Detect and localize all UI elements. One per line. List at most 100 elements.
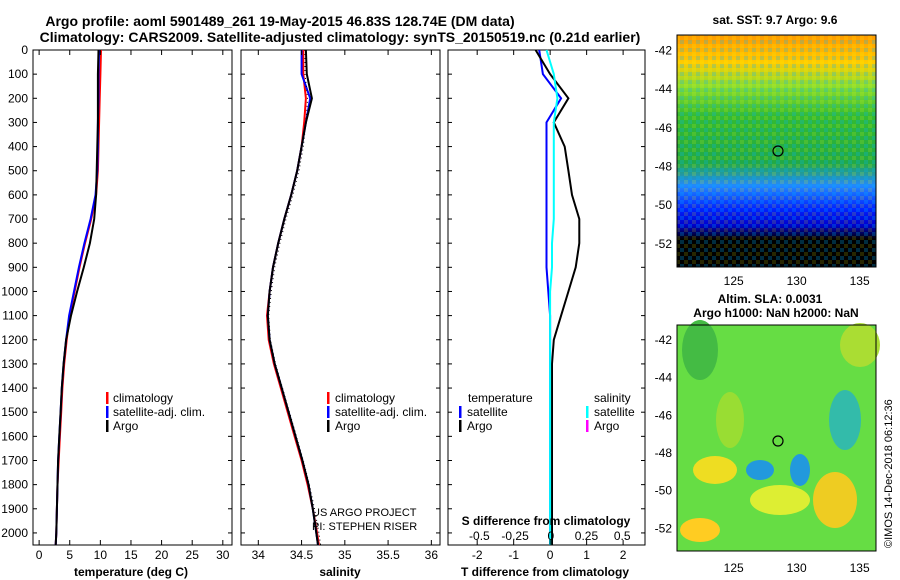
legend-label-t-argo: Argo [467,419,493,433]
legend-swatch-t-argo [459,420,462,432]
depth-tick-label: 1100 [2,309,28,323]
lon-tick-label: 135 [850,561,870,575]
legend-label-climatology: climatology [335,391,395,405]
x-tick-label: 0 [36,548,43,562]
legend-swatch-s-argo [586,420,589,432]
title-line-1: Argo profile: aoml 5901489_261 19-May-20… [45,13,514,29]
salinity-axis-label: salinity [319,565,361,579]
x-tick-label: 15 [124,548,138,562]
argo-position-marker [772,435,784,447]
series-line-argo [54,49,100,546]
x-tick-label: 30 [216,548,230,562]
sla-map-subtitle: Argo h1000: NaN h2000: NaN [693,306,858,320]
depth-tick-label: 800 [8,236,28,250]
depth-tick-label: 1800 [1,478,28,492]
t-difference-x-ticks: -2 -1 0 1 2 [472,50,627,562]
series-line-satellite-adj-clim- [54,49,101,546]
series-line-reference-dotted [268,50,322,546]
t-difference-axis-label: T difference from climatology [461,565,629,579]
sst-lon-ticks: 125 130 135 [724,274,870,288]
legend-label-satellite: satellite-adj. clim. [113,405,205,419]
temperature-axis-label: temperature (deg C) [74,565,188,579]
x-tick-label: -2 [472,548,483,562]
depth-tick-label: 0 [21,43,28,57]
sst-map [676,34,877,268]
lat-tick-label: -46 [655,408,673,422]
legend-label-argo: Argo [335,419,361,433]
title-line-2: Climatology: CARS2009. Satellite-adjuste… [40,29,641,45]
temperature-panel-frame [32,49,233,546]
depth-tick-label: 1400 [1,381,28,395]
legend-swatch-t-satellite [459,406,462,418]
legend-swatch-climatology [327,392,330,404]
x-tick-label: 5 [66,548,73,562]
lat-tick-label: -48 [655,446,673,460]
depth-tick-label: 600 [8,188,28,202]
difference-legend: temperature satellite Argo salinity sate… [459,391,635,433]
depth-tick-label: 1200 [1,333,28,347]
depth-tick-label: 200 [8,91,28,105]
series-line-satellite-adj-clim- [266,50,319,546]
lat-tick-label: -44 [655,82,673,96]
legend-swatch-climatology [106,392,109,404]
s-tick-label: 0 [547,529,554,543]
sla-map [676,320,880,552]
legend-swatch-satellite [106,406,109,418]
sla-lat-ticks: -42 -44 -46 -48 -50 -52 [655,333,673,535]
lat-tick-label: -52 [655,521,673,535]
temperature-legend: climatology satellite-adj. clim. Argo [106,391,205,433]
lat-tick-label: -46 [655,121,673,135]
legend-title-temperature: temperature [468,391,533,405]
legend-swatch-satellite [327,406,330,418]
series-line-salinity-satellite [545,49,559,545]
s-tick-label: 0.5 [614,529,631,543]
sst-lat-ticks: -42 -44 -46 -48 -50 -52 [655,43,673,250]
depth-tick-label: 700 [8,212,28,226]
x-tick-label: 34 [252,548,266,562]
legend-label-argo: Argo [113,419,139,433]
x-tick-label: 1 [583,548,590,562]
legend-title-salinity: salinity [594,391,631,405]
legend-swatch-argo [327,420,330,432]
depth-tick-label: 1900 [1,502,28,516]
lon-tick-label: 135 [850,274,870,288]
depth-tick-label: 300 [8,115,28,129]
legend-label-satellite: satellite-adj. clim. [335,405,427,419]
depth-tick-label: 500 [8,164,28,178]
x-tick-label: 36 [425,548,439,562]
lat-tick-label: -50 [655,484,673,498]
x-tick-label: 20 [155,548,169,562]
legend-label-s-satellite: satellite [594,405,635,419]
legend-swatch-argo [106,420,109,432]
series-line-climatology [265,50,320,546]
s-difference-axis-label: S difference from climatology [462,514,631,528]
depth-tick-label: 1500 [1,405,28,419]
lat-tick-label: -42 [655,333,673,347]
salinity-x-ticks: 34 34.5 35 35.5 36 [252,50,439,562]
lat-tick-label: -50 [655,198,673,212]
x-tick-label: 35 [338,548,352,562]
salinity-panel-frame [240,49,441,546]
legend-label-s-argo: Argo [594,419,620,433]
depth-tick-label: 1000 [1,284,28,298]
lat-tick-label: -52 [655,237,673,251]
lon-tick-label: 130 [787,561,807,575]
legend-label-t-satellite: satellite [467,405,508,419]
depth-tick-label: 1700 [1,453,28,467]
depth-tick-label: 1300 [1,357,28,371]
x-tick-label: 35.5 [376,548,400,562]
profile-plots [54,49,581,546]
series-line-climatology [54,49,102,546]
x-tick-label: 10 [94,548,108,562]
s-tick-label: -0.25 [501,529,529,543]
lat-tick-label: -44 [655,371,673,385]
argo-position-marker [772,145,784,157]
sst-map-title: sat. SST: 9.7 Argo: 9.6 [713,13,838,27]
x-tick-label: 0 [547,548,554,562]
sla-map-title: Altim. SLA: 0.0031 [718,292,823,306]
imos-timestamp: ©IMOS 14-Dec-2018 06:12:36 [883,399,895,548]
salinity-legend: climatology satellite-adj. clim. Argo [327,391,427,433]
lon-tick-label: 125 [724,561,744,575]
x-tick-label: -1 [508,548,519,562]
